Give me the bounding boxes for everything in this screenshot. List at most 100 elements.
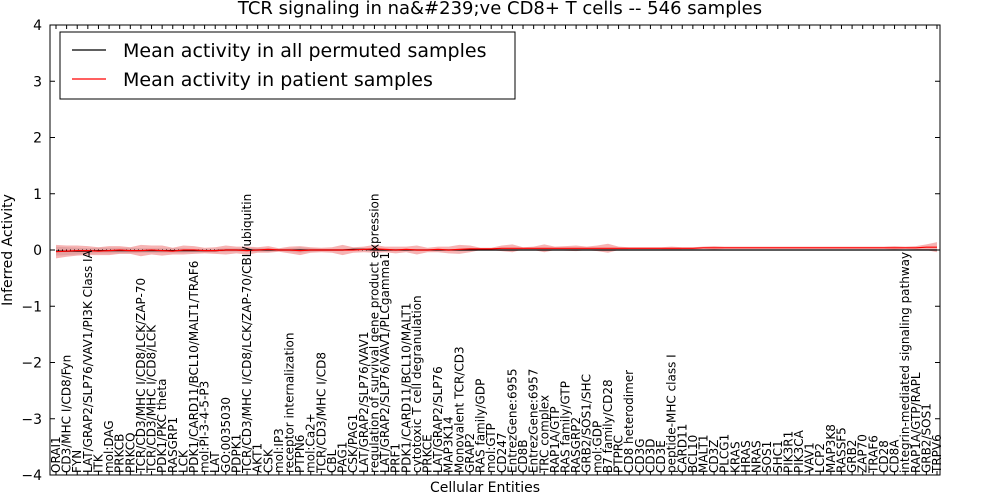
x-category-label: BCL10 <box>686 435 700 473</box>
x-category-label: Monovalent TCR/CD3 <box>452 346 466 473</box>
x-category-label: PDK1/PKC theta <box>155 379 169 473</box>
x-category-label: RASSF5 <box>835 427 849 473</box>
x-category-label: CD3G <box>633 438 647 473</box>
y-axis-label: Inferred Activity <box>0 194 16 306</box>
plot-frame <box>49 24 941 476</box>
x-category-label: VAV1 <box>803 442 817 473</box>
x-category-label: LAT/GRAP2/SLP76/VAV1/PLCgamma1 <box>378 252 392 473</box>
x-category-label: TCR/CD3/MHC I/CD8/LCK/ZAP-70/CBL/ubiquit… <box>240 194 254 474</box>
x-category-label: AKT1 <box>251 443 265 473</box>
x-category-label: GRAP2 <box>463 433 477 473</box>
x-category-label: mol:GDP <box>590 421 604 473</box>
x-category-label: ITK <box>92 453 106 473</box>
x-category-label: CBL <box>325 449 339 473</box>
x-category-label: MALT1 <box>697 434 711 473</box>
x-category-label: ZAP70 <box>856 434 870 473</box>
x-category-label: PIK3CA <box>792 429 806 473</box>
x-category-label: NRAS <box>750 440 764 473</box>
x-category-label: HRAS <box>739 440 753 473</box>
x-category-label: TRAF6 <box>866 435 880 474</box>
x-category-label: MAP3K14 <box>442 416 456 473</box>
y-tick-label: 4 <box>33 18 42 34</box>
x-category-label: RAP1A/GTP/RAPL <box>909 372 923 473</box>
x-category-label: RAP1A/GTP <box>548 406 562 473</box>
x-category-label: cytotoxic T cell degranulation <box>410 295 424 473</box>
x-category-label: CD28 <box>877 440 891 473</box>
x-category-label: CARD11 <box>675 424 689 473</box>
x-category-label: PRF1 <box>389 443 403 473</box>
x-category-label: PIK3R1 <box>781 431 795 473</box>
x-category-label: CSK/PAG1 <box>346 414 360 473</box>
x-category-label: mol:Ca2+ <box>304 413 318 473</box>
x-category-label: RASGRP2 <box>569 417 583 473</box>
x-axis-label: Cellular Entities <box>430 480 540 496</box>
x-category-label: PTPRC <box>612 435 626 473</box>
x-category-label: LAT/GRAP2/SLP76/VAV1/PI3K Class IA <box>81 249 95 473</box>
patient-mean-line <box>55 246 937 253</box>
x-category-label: EntrezGene:6957 <box>527 369 541 474</box>
x-category-label: regulation of survival gene product expr… <box>367 193 381 472</box>
legend-label-permuted: Mean activity in all permuted samples <box>123 40 486 62</box>
x-category-label: GRB2 <box>845 440 859 474</box>
x-category-label: mol:GTP <box>484 423 498 473</box>
x-category-label: LCK <box>176 449 190 473</box>
x-category-label: RASGRP1 <box>166 417 180 473</box>
x-category-label: GRB2/SOS1/SHC <box>580 374 594 473</box>
y-tick-label: 3 <box>33 74 42 90</box>
x-category-label: EntrezGene:6955 <box>505 368 519 473</box>
x-category-label: MAP3K8 <box>824 424 838 473</box>
x-category-label: TCR/CD3/MHC I/CD8/LCK <box>145 324 159 474</box>
x-category-label: PDK1/CARD11/BCL10/MALT1 <box>399 303 413 473</box>
x-category-label: mol:IP3 <box>272 428 286 473</box>
x-category-label: RAS family/GDP <box>474 379 488 473</box>
x-category-label: FYN <box>70 450 84 473</box>
x-category-label: PRKCQ <box>123 432 137 473</box>
x-category-label: KRAS <box>728 441 742 473</box>
x-category-label: peptide-MHC class I <box>665 354 679 473</box>
x-category-label: TRPV6 <box>930 434 944 474</box>
x-category-label: PAG1 <box>336 442 350 473</box>
x-category-label: PDK1/CARD11/BCL10/MALT1/TRAF6 <box>187 261 201 473</box>
x-category-label: GO:0035030 <box>219 397 233 473</box>
x-category-label: LAT/GRAP2/SLP76/VAV1 <box>357 332 371 473</box>
x-category-label: PLCG1 <box>718 434 732 473</box>
y-tick-label: 1 <box>33 187 42 203</box>
y-tick-label: −2 <box>21 356 42 372</box>
x-category-label: SHC1 <box>771 440 785 473</box>
x-category-label: integrin-mediated signaling pathway <box>898 252 912 473</box>
y-tick-label: 0 <box>33 243 42 259</box>
chart-title: TCR signaling in na&#239;ve CD8+ T cells… <box>237 0 762 19</box>
x-category-label: CD3Z <box>707 440 721 473</box>
y-tick-label: 2 <box>33 131 42 147</box>
legend-label-patient: Mean activity in patient samples <box>123 69 433 91</box>
x-category-label: PDPK1 <box>229 434 243 473</box>
x-category-label: mol:PI-3-4-5-P3 <box>198 381 212 473</box>
x-category-label: SOS1 <box>760 441 774 473</box>
x-category-label: CD8B <box>516 439 530 473</box>
x-category-label: LAT <box>208 451 222 473</box>
x-category-label: ORAI1 <box>49 436 63 473</box>
x-category-label: LAT/GRAP2/SLP76 <box>431 366 445 473</box>
legend: Mean activity in all permuted samples Me… <box>59 31 516 100</box>
x-category-label: B7 family/CD28 <box>601 379 615 473</box>
x-category-label: TRC complex <box>537 395 551 474</box>
legend-box <box>59 31 516 100</box>
x-category-label: CD3D <box>643 438 657 473</box>
x-category-label: CD247 <box>495 432 509 473</box>
x-category-label: PTPN6 <box>293 435 307 473</box>
y-tick-label: −1 <box>21 299 42 315</box>
x-category-label: RAS family/GTP <box>559 381 573 473</box>
x-category-label: TCR/CD3/MHC I/CD8/LCK/ZAP-70 <box>134 278 148 474</box>
x-category-label: CD3E <box>654 440 668 473</box>
x-category-label: CD8A <box>888 439 902 473</box>
x-category-label: PRKCB <box>113 434 127 473</box>
x-category-label: TCR/CD3/MHC I/CD8 <box>314 352 328 474</box>
x-category-label: GRB2/SOS1 <box>919 403 933 473</box>
y-tick-label: −3 <box>21 412 42 428</box>
x-category-label: LCP2 <box>813 443 827 473</box>
x-category-label: CSK <box>261 448 275 473</box>
y-tick-label: −4 <box>21 468 42 484</box>
x-category-label: mol:DAG <box>102 420 116 473</box>
x-category-label: receptor internalization <box>283 333 297 473</box>
